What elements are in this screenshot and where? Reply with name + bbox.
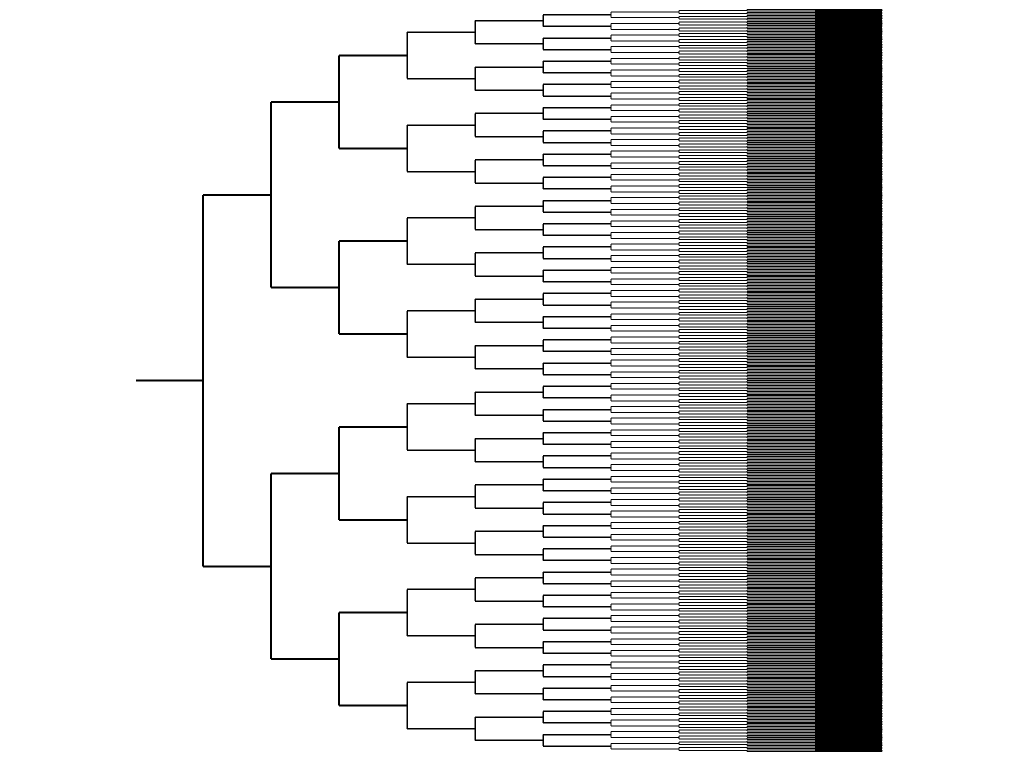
- dendrogram-edges: [136, 8, 883, 753]
